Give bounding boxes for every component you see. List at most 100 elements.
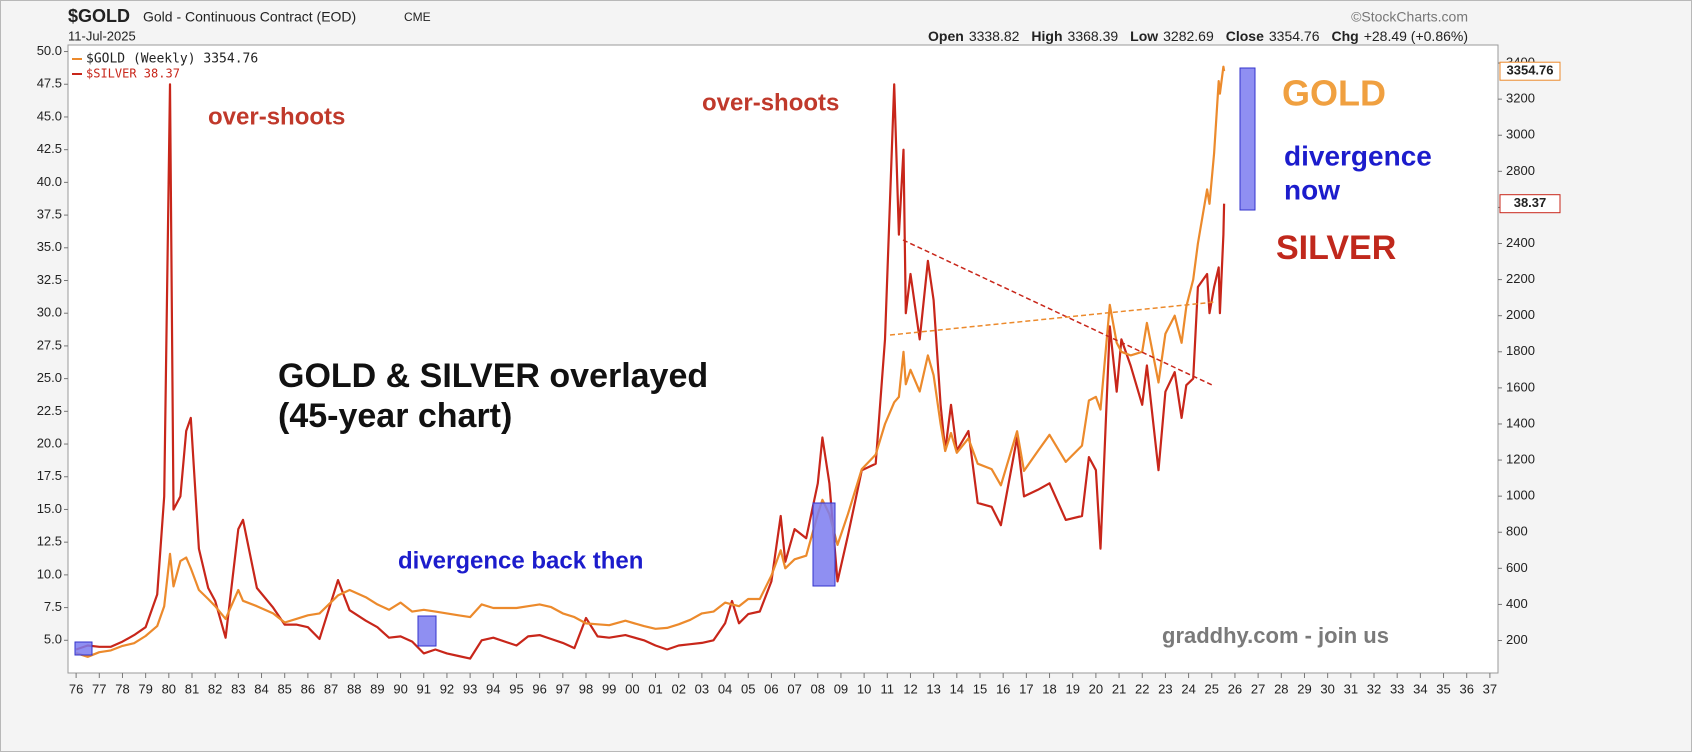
- legend-label: $SILVER 38.37: [86, 67, 180, 81]
- y2-tick-label: 1200: [1506, 451, 1535, 466]
- x-tick-label: 76: [69, 681, 83, 696]
- ohlc-label: High: [1031, 28, 1062, 44]
- y2-tick-label: 2800: [1506, 163, 1535, 178]
- x-tick-label: 22: [1135, 681, 1149, 696]
- x-tick-label: 27: [1251, 681, 1265, 696]
- x-tick-label: 08: [811, 681, 825, 696]
- y-tick-label: 50.0: [37, 43, 62, 58]
- x-tick-label: 85: [277, 681, 291, 696]
- x-tick-label: 37: [1483, 681, 1497, 696]
- x-tick-label: 86: [301, 681, 315, 696]
- y2-tick-label: 400: [1506, 596, 1528, 611]
- x-tick-label: 17: [1019, 681, 1033, 696]
- x-tick-label: 29: [1297, 681, 1311, 696]
- y2-tick-label: 1800: [1506, 343, 1535, 358]
- x-tick-label: 25: [1205, 681, 1219, 696]
- x-tick-label: 96: [532, 681, 546, 696]
- x-tick-label: 33: [1390, 681, 1404, 696]
- y2-tick-label: 2200: [1506, 271, 1535, 286]
- y-tick-label: 47.5: [37, 76, 62, 91]
- highlight-box: [812, 502, 836, 587]
- x-tick-label: 79: [138, 681, 152, 696]
- x-tick-label: 05: [741, 681, 755, 696]
- x-tick-label: 24: [1181, 681, 1195, 696]
- x-tick-label: 19: [1065, 681, 1079, 696]
- x-tick-label: 15: [973, 681, 987, 696]
- x-tick-label: 77: [92, 681, 106, 696]
- x-tick-label: 80: [162, 681, 176, 696]
- annotation: (45-year chart): [278, 397, 512, 435]
- y2-tick-label: 1400: [1506, 415, 1535, 430]
- x-tick-label: 82: [208, 681, 222, 696]
- y-tick-label: 35.0: [37, 239, 62, 254]
- annotation: SILVER: [1276, 229, 1396, 267]
- x-tick-label: 20: [1089, 681, 1103, 696]
- y-tick-label: 7.5: [44, 599, 62, 614]
- y-tick-label: 30.0: [37, 305, 62, 320]
- annotation: divergence back then: [398, 547, 643, 574]
- x-tick-label: 91: [417, 681, 431, 696]
- x-tick-label: 97: [556, 681, 570, 696]
- x-tick-label: 21: [1112, 681, 1126, 696]
- y2-tick-label: 1000: [1506, 488, 1535, 503]
- value-badge: [1499, 194, 1561, 214]
- y-tick-label: 5.0: [44, 632, 62, 647]
- ohlc-value: 3354.76: [1269, 28, 1320, 44]
- chart-subtitle: Gold - Continuous Contract (EOD): [143, 9, 356, 25]
- y-tick-label: 22.5: [37, 403, 62, 418]
- series-line: [75, 83, 1226, 660]
- ohlc-line: Open 3338.82 High 3368.39 Low 3282.69 Close 335…: [928, 28, 1468, 44]
- x-tick-label: 18: [1042, 681, 1056, 696]
- y-tick-label: 27.5: [37, 337, 62, 352]
- y-tick-label: 37.5: [37, 207, 62, 222]
- x-tick-label: 30: [1320, 681, 1334, 696]
- exchange: CME: [404, 10, 431, 24]
- legend-label: $GOLD (Weekly) 3354.76: [86, 52, 258, 67]
- y2-tick-label: 3000: [1506, 127, 1535, 142]
- source: ©StockCharts.com: [1351, 9, 1468, 25]
- ohlc-label: Open: [928, 28, 964, 44]
- ohlc-label: Low: [1130, 28, 1158, 44]
- y-tick-label: 42.5: [37, 141, 62, 156]
- x-tick-label: 78: [115, 681, 129, 696]
- x-tick-label: 35: [1436, 681, 1450, 696]
- plot-area: [67, 44, 1499, 674]
- x-tick-label: 26: [1228, 681, 1242, 696]
- x-tick-label: 94: [486, 681, 500, 696]
- highlight-box: [1239, 67, 1256, 211]
- highlight-box: [74, 641, 93, 656]
- x-tick-label: 81: [185, 681, 199, 696]
- annotation: over-shoots: [208, 103, 345, 130]
- value-badge-label: 38.37: [1514, 195, 1547, 210]
- y-tick-label: 32.5: [37, 272, 62, 287]
- x-tick-label: 31: [1344, 681, 1358, 696]
- ohlc-label: Close: [1226, 28, 1264, 44]
- ohlc-label: Chg: [1331, 28, 1358, 44]
- x-tick-label: 28: [1274, 681, 1288, 696]
- y2-tick-label: 600: [1506, 560, 1528, 575]
- date: 11-Jul-2025: [68, 28, 136, 43]
- x-tick-label: 93: [463, 681, 477, 696]
- x-tick-label: 90: [393, 681, 407, 696]
- x-tick-label: 00: [625, 681, 639, 696]
- trend-line: [902, 239, 1213, 386]
- y2-tick-label: 800: [1506, 524, 1528, 539]
- y2-tick-label: 3200: [1506, 91, 1535, 106]
- x-tick-label: 12: [903, 681, 917, 696]
- annotation: GOLD & SILVER overlayed: [278, 357, 708, 395]
- ohlc-value: 3338.82: [969, 28, 1020, 44]
- annotation: GOLD: [1282, 73, 1386, 114]
- value-badge: [1499, 61, 1561, 81]
- y-tick-label: 10.0: [37, 566, 62, 581]
- y-tick-label: 15.0: [37, 501, 62, 516]
- y2-tick-label: 1600: [1506, 379, 1535, 394]
- x-tick-label: 16: [996, 681, 1010, 696]
- x-tick-label: 32: [1367, 681, 1381, 696]
- annotation: divergence: [1284, 140, 1432, 171]
- x-tick-label: 07: [787, 681, 801, 696]
- trend-line: [889, 301, 1216, 336]
- x-tick-label: 09: [834, 681, 848, 696]
- series-line: [75, 65, 1226, 658]
- x-tick-label: 01: [648, 681, 662, 696]
